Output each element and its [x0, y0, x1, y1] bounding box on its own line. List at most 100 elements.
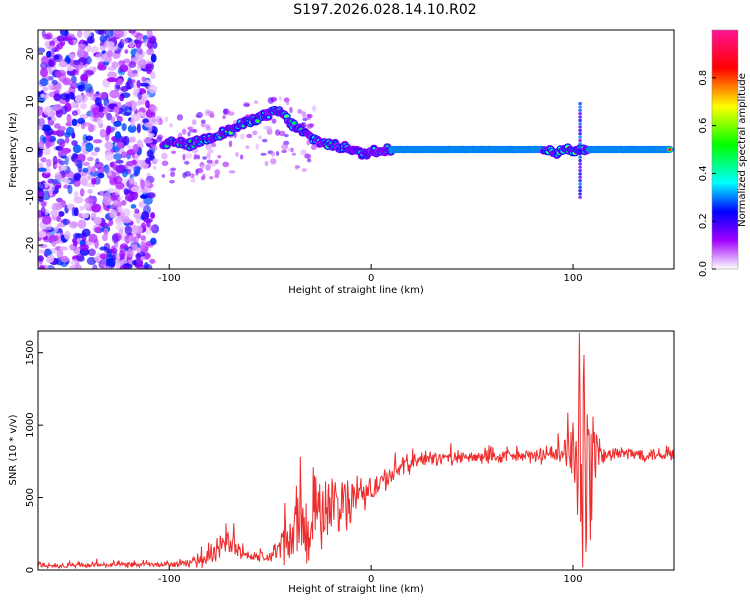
heatmap-cell — [48, 234, 59, 242]
heatmap-cell — [74, 191, 79, 199]
heatmap-cell — [79, 188, 85, 197]
heatmap-cell — [245, 145, 250, 149]
snr-ytick-label: 1000 — [25, 412, 36, 437]
heatmap-cell — [56, 249, 64, 259]
heatmap-cell — [169, 180, 175, 184]
heatmap-cell — [60, 105, 68, 115]
heatmap-cell — [84, 196, 95, 204]
heatmap-cell — [246, 133, 253, 139]
snr-xtick-label: -100 — [158, 574, 181, 585]
heatmap-cell — [87, 248, 96, 257]
heatmap-cell — [143, 139, 154, 144]
heatmap-cell — [103, 164, 110, 174]
heatmap-cell — [176, 114, 184, 121]
heatmap-cell — [38, 243, 48, 248]
colorbar-tick-label: 0.4 — [698, 165, 709, 181]
heatmap-cell — [88, 124, 95, 133]
heatmap-cell — [122, 208, 131, 217]
heatmap-cell — [200, 121, 206, 128]
heatmap-cell — [188, 126, 195, 131]
heatmap-cell — [56, 197, 63, 203]
heatmap-cell — [185, 152, 193, 159]
heatmap-cell — [274, 129, 281, 136]
heatmap-cell — [578, 138, 582, 143]
heatmap-cell — [76, 159, 83, 169]
heatmap-cell — [143, 218, 153, 223]
heatmap-cell — [206, 152, 211, 159]
heatmap-cell — [55, 70, 62, 78]
heatmap-cell — [85, 135, 94, 142]
figure-title: S197.2026.028.14.10.R02 — [293, 2, 476, 18]
heatmap-cell — [150, 212, 156, 219]
heatmap-cell — [161, 152, 168, 160]
heatmap-cell — [86, 44, 92, 53]
heatmap-cell — [80, 143, 87, 153]
heatmap-cell — [146, 149, 154, 158]
heatmap-cell — [135, 101, 143, 106]
heatmap-cell — [302, 117, 308, 122]
heatmap-cell — [53, 93, 62, 102]
heatmap-cell — [115, 224, 125, 231]
heatmap-cell — [278, 130, 286, 137]
heatmap-cell — [93, 216, 102, 225]
snr-series-line — [38, 332, 674, 570]
heatmap-cell — [40, 93, 45, 99]
heatmap-cell — [122, 111, 132, 117]
heatmap-cell — [135, 253, 142, 260]
heatmap-cell — [62, 218, 68, 226]
spectrogram-ytick-label: 20 — [25, 48, 36, 61]
heatmap-cell — [267, 97, 274, 104]
heatmap-cell — [261, 138, 268, 143]
heatmap-cell — [578, 122, 582, 126]
heatmap-cell — [113, 120, 122, 127]
heatmap-cell — [146, 48, 155, 56]
heatmap-cell — [82, 161, 90, 166]
heatmap-cell — [109, 89, 120, 99]
heatmap-cell — [64, 136, 70, 144]
heatmap-cell — [134, 225, 143, 234]
heatmap-cell — [62, 179, 71, 184]
heatmap-cell — [285, 101, 290, 106]
heatmap-cell — [81, 122, 92, 127]
heatmap-cell — [86, 156, 94, 162]
heatmap-cell — [138, 143, 144, 149]
heatmap-cell — [56, 216, 62, 223]
heatmap-cell — [99, 253, 108, 260]
heatmap-cell — [578, 135, 582, 139]
heatmap-cell — [137, 58, 147, 69]
heatmap-cell — [52, 209, 60, 217]
heatmap-cell — [76, 253, 85, 262]
heatmap-cell — [578, 105, 582, 109]
heatmap-cell — [228, 140, 233, 148]
heatmap-cell — [132, 143, 139, 153]
heatmap-cell — [138, 201, 145, 208]
heatmap-cell — [182, 153, 186, 161]
heatmap-cell — [133, 165, 141, 175]
heatmap-cell — [41, 215, 52, 225]
heatmap-cell — [135, 32, 144, 41]
heatmap-cell — [228, 170, 236, 174]
heatmap-cell — [120, 151, 128, 159]
heatmap-cell — [289, 106, 293, 114]
heatmap-cell — [260, 152, 267, 156]
heatmap-cell — [130, 113, 141, 122]
heatmap-cell — [64, 230, 71, 240]
spectrogram-heatmap — [38, 30, 674, 269]
heatmap-cell — [124, 225, 133, 235]
heatmap-cell — [66, 113, 72, 124]
heatmap-cell — [152, 158, 160, 163]
heatmap-cell — [131, 103, 137, 112]
heatmap-cell — [71, 110, 78, 116]
heatmap-cell — [283, 97, 290, 103]
heatmap-cell — [115, 164, 125, 174]
heatmap-cell — [209, 113, 215, 119]
heatmap-cell — [48, 68, 53, 75]
heatmap-cell — [187, 131, 191, 137]
heatmap-cell — [96, 117, 103, 126]
heatmap-cell — [667, 148, 672, 151]
heatmap-cell — [38, 181, 46, 192]
spectrogram-ytick-label: 10 — [25, 95, 36, 108]
heatmap-cell — [120, 243, 128, 250]
heatmap-cell — [60, 165, 67, 171]
spectrogram-xtick-label: 0 — [368, 273, 374, 284]
